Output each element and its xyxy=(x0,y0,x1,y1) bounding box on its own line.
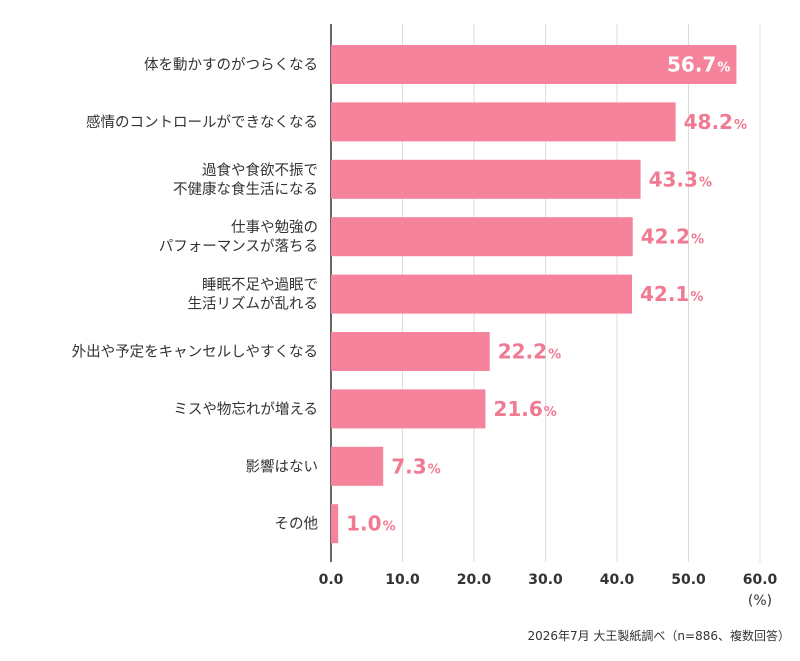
category-label: その他 xyxy=(275,516,319,533)
category-label: 生活リズムが乱れる xyxy=(188,296,319,313)
category-label: 不健康な食生活になる xyxy=(173,181,318,198)
value-label: 56.7% xyxy=(667,53,730,77)
category-label: 影響はない xyxy=(246,457,319,475)
source-note: 2026年7月 大王製紙調べ（n=886、複数回答） xyxy=(527,628,790,643)
x-tick-label: 40.0 xyxy=(600,572,635,588)
x-axis-unit: (%) xyxy=(748,593,772,609)
category-label: パフォーマンスが落ちる xyxy=(159,238,318,255)
bar xyxy=(331,389,486,429)
bar xyxy=(331,217,633,257)
x-tick-labels: 0.0 10.0 20.0 30.0 40.0 50.0 60.0 xyxy=(319,572,778,588)
x-tick-label: 30.0 xyxy=(528,572,563,588)
category-label: 仕事や勉強の xyxy=(231,219,318,236)
bars xyxy=(331,45,737,544)
bar xyxy=(331,332,490,371)
value-label: 48.2% xyxy=(684,110,747,134)
value-label: 7.3% xyxy=(391,454,440,478)
category-label: 外出や予定をキャンセルしやすくなる xyxy=(72,344,318,361)
bar xyxy=(331,159,641,199)
x-tick-label: 60.0 xyxy=(743,572,778,588)
category-label: 感情のコントロールができなくなる xyxy=(86,114,318,131)
bar xyxy=(331,102,676,142)
value-label: 1.0% xyxy=(346,512,395,536)
x-tick-label: 50.0 xyxy=(671,572,706,588)
category-label: 過食や食欲不振で xyxy=(202,162,318,179)
category-label: 睡眠不足や過眠で xyxy=(202,277,318,294)
bar xyxy=(331,274,633,314)
bar xyxy=(331,446,384,486)
x-tick-label: 20.0 xyxy=(457,572,492,588)
value-label: 21.6% xyxy=(493,397,556,421)
x-tick-label: 10.0 xyxy=(385,572,420,588)
x-tick-label: 0.0 xyxy=(319,572,344,588)
value-label: 42.2% xyxy=(641,225,704,249)
category-label: 体を動かすのがつらくなる xyxy=(144,57,318,74)
bar xyxy=(331,45,737,84)
value-labels: 56.7% 48.2% 43.3% 42.2% 42.1% 22.2% 21.6% 7.3% 1… xyxy=(346,53,747,536)
category-label: ミスや物忘れが増える xyxy=(173,401,318,418)
value-label: 42.1% xyxy=(640,282,703,306)
value-label: 43.3% xyxy=(649,167,712,191)
category-labels: 体を動かすのがつらくなる感情のコントロールができなくなる過食や食欲不振で不健康な… xyxy=(72,57,318,533)
value-label: 22.2% xyxy=(498,340,561,364)
bar xyxy=(331,504,339,544)
